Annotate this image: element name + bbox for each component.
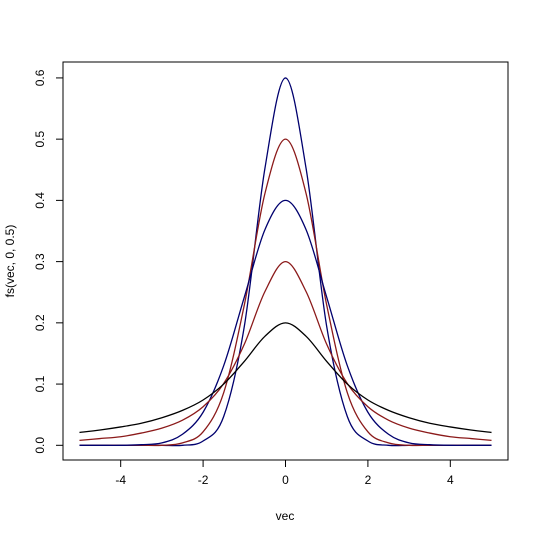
y-tick-label: 0.2 <box>33 314 47 331</box>
curve <box>79 260 492 442</box>
y-tick-label: 0.4 <box>33 192 47 209</box>
x-axis-label: vec <box>276 509 295 523</box>
y-tick-label: 0.0 <box>33 437 47 454</box>
y-tick-label: 0.5 <box>33 130 47 147</box>
x-tick-label: 0 <box>282 473 289 487</box>
x-tick-label: 2 <box>365 473 372 487</box>
curve <box>79 199 492 446</box>
y-tick-label: 0.6 <box>33 69 47 86</box>
y-axis-label: fs(vec, 0, 0.5) <box>3 225 17 298</box>
curve <box>79 138 492 447</box>
y-tick-label: 0.3 <box>33 253 47 270</box>
x-tick-label: -4 <box>115 473 126 487</box>
x-tick-label: 4 <box>447 473 454 487</box>
y-tick-label: 0.1 <box>33 375 47 392</box>
x-tick-label: -2 <box>198 473 209 487</box>
curve <box>79 322 492 434</box>
